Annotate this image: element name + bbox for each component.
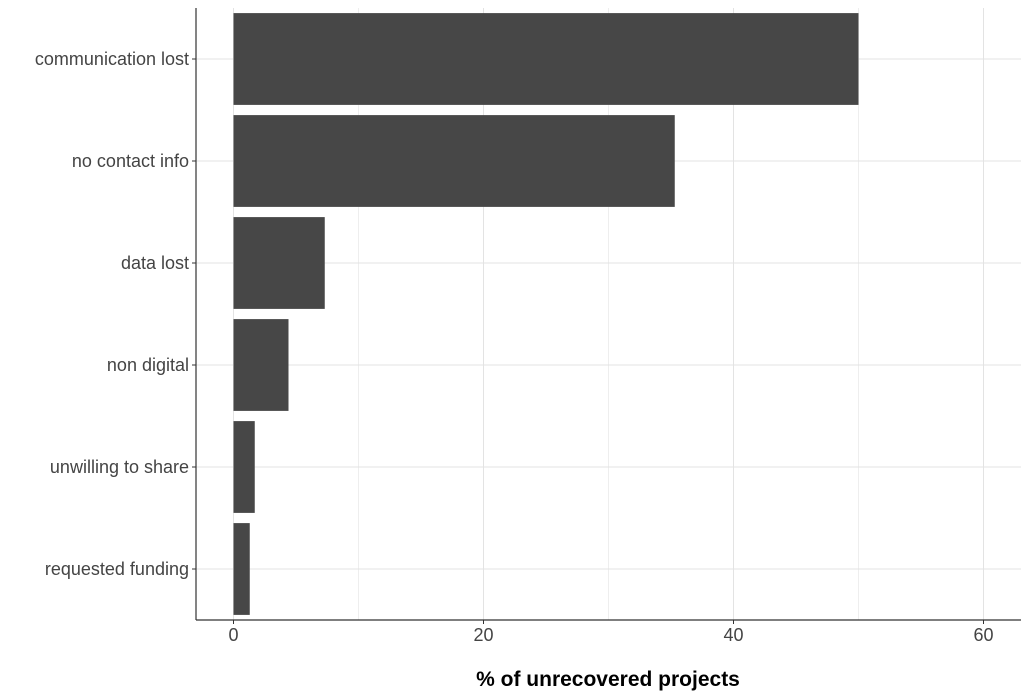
x-tick-label: 60 <box>973 625 993 645</box>
y-tick-label: non digital <box>107 355 189 375</box>
y-tick-label: data lost <box>121 253 189 273</box>
x-tick-label: 20 <box>473 625 493 645</box>
x-axis-title: % of unrecovered projects <box>476 668 740 691</box>
x-tick-label: 40 <box>723 625 743 645</box>
bar <box>233 217 325 309</box>
y-tick-label: no contact info <box>72 151 189 171</box>
bar <box>233 523 250 615</box>
axes <box>195 8 1021 621</box>
x-tick-label: 0 <box>228 625 238 645</box>
bar <box>233 115 675 207</box>
bars <box>233 13 859 615</box>
y-tick-label: communication lost <box>35 49 189 69</box>
tick-labels: communication lost no contact info data lo… <box>35 49 994 645</box>
y-tick-label: requested funding <box>45 559 189 579</box>
bar <box>233 319 289 411</box>
bar <box>233 13 859 105</box>
y-tick-label: unwilling to share <box>50 457 189 477</box>
bar <box>233 421 255 513</box>
